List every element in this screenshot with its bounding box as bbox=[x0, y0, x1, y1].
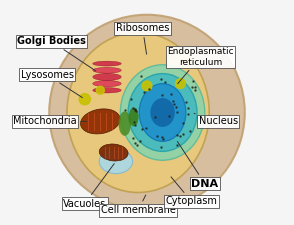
Circle shape bbox=[79, 94, 90, 105]
Ellipse shape bbox=[49, 15, 245, 210]
Ellipse shape bbox=[99, 144, 128, 161]
Text: Mitochondria: Mitochondria bbox=[13, 116, 86, 126]
Text: Cell membrane: Cell membrane bbox=[101, 195, 176, 215]
Ellipse shape bbox=[81, 109, 120, 134]
Text: Golgi Bodies: Golgi Bodies bbox=[17, 36, 96, 71]
Text: Cytoplasm: Cytoplasm bbox=[166, 177, 217, 206]
Text: Nucleus: Nucleus bbox=[194, 113, 238, 126]
Ellipse shape bbox=[118, 111, 131, 136]
Circle shape bbox=[176, 79, 185, 88]
Text: Endoplasmatic
reticulum: Endoplasmatic reticulum bbox=[167, 47, 234, 84]
Text: Vacuoles: Vacuoles bbox=[63, 164, 114, 209]
Circle shape bbox=[96, 86, 104, 94]
Ellipse shape bbox=[139, 84, 186, 141]
Text: Ribosomes: Ribosomes bbox=[116, 23, 169, 54]
Ellipse shape bbox=[129, 108, 138, 126]
Ellipse shape bbox=[93, 61, 121, 66]
Ellipse shape bbox=[67, 32, 209, 193]
Ellipse shape bbox=[120, 65, 205, 160]
Ellipse shape bbox=[93, 81, 121, 87]
Ellipse shape bbox=[93, 68, 121, 73]
Ellipse shape bbox=[93, 73, 121, 81]
Text: DNA: DNA bbox=[177, 142, 218, 189]
Ellipse shape bbox=[150, 98, 175, 127]
Ellipse shape bbox=[128, 74, 197, 151]
Ellipse shape bbox=[99, 149, 133, 174]
Circle shape bbox=[142, 81, 152, 91]
Ellipse shape bbox=[93, 88, 121, 93]
Text: Lysosomes: Lysosomes bbox=[21, 70, 82, 98]
